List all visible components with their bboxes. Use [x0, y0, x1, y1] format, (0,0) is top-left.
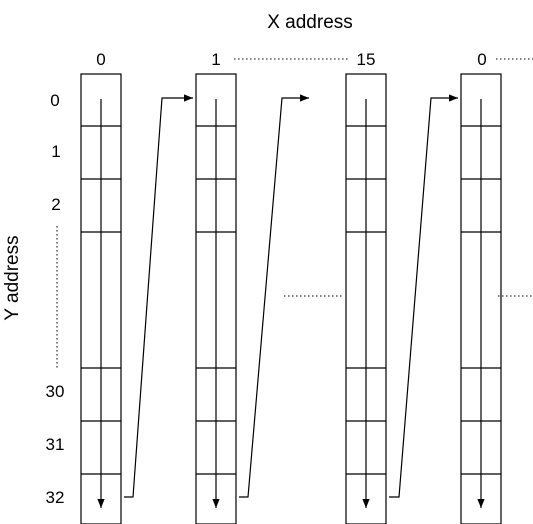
y-label-row-31: 31: [46, 435, 65, 454]
wrap-arrow-1-to-next: [239, 94, 309, 498]
y-label-row-30: 30: [46, 382, 65, 401]
wrap-arrow-0-to-1: [124, 94, 193, 498]
x-label-col-15: 15: [357, 50, 376, 69]
y-label-row-32: 32: [46, 488, 65, 507]
y-label-row-2: 2: [51, 195, 60, 214]
wrap-arrow-15-to-0: [389, 94, 458, 498]
x-label-col-1: 1: [211, 50, 220, 69]
x-label-col-0: 0: [96, 50, 105, 69]
y-label-row-1: 1: [51, 142, 60, 161]
y-label-row-0: 0: [50, 91, 59, 110]
y-axis-title: Y address: [2, 235, 23, 320]
x-label-col-0-next: 0: [477, 50, 486, 69]
x-axis-title: X address: [267, 12, 353, 33]
